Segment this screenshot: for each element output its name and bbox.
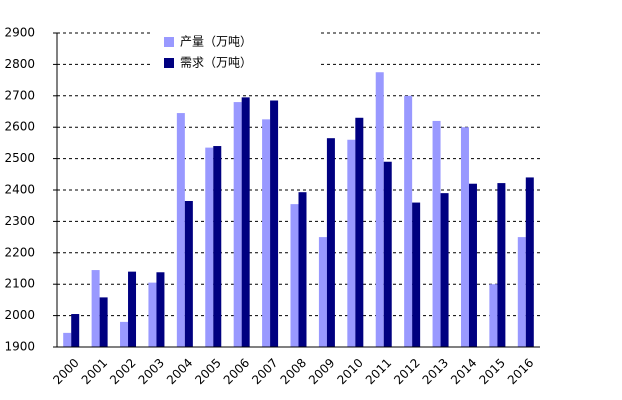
bar	[468, 183, 477, 347]
x-tick-label: 2009	[306, 356, 337, 387]
bar	[128, 271, 137, 347]
bar	[233, 102, 242, 347]
y-tick-label: 2700	[4, 88, 35, 102]
legend-label: 需求（万吨）	[180, 56, 252, 70]
bar	[375, 72, 384, 347]
x-tick-label: 2007	[249, 356, 280, 387]
y-tick-label: 2900	[4, 26, 35, 40]
x-tick-label: 2008	[278, 356, 309, 387]
x-tick-label: 2014	[448, 356, 479, 387]
bar	[148, 282, 157, 347]
x-tick-label: 2004	[164, 356, 195, 387]
x-tick-label: 2000	[50, 356, 81, 387]
x-tick-label: 2011	[363, 356, 394, 387]
y-tick-label: 2500	[4, 151, 35, 165]
bar	[412, 202, 421, 347]
bar	[71, 314, 80, 347]
x-tick-label: 2001	[79, 356, 110, 387]
bar	[156, 272, 165, 347]
bar	[63, 332, 72, 347]
y-tick-label: 2600	[4, 120, 35, 134]
bar	[176, 113, 185, 347]
bar	[184, 200, 193, 347]
bar	[432, 120, 441, 347]
y-tick-label: 2000	[4, 308, 35, 322]
bar	[241, 97, 250, 348]
x-tick-label: 2016	[505, 356, 536, 387]
legend-swatch	[164, 58, 174, 68]
bar	[120, 321, 129, 347]
bar	[213, 146, 222, 347]
y-tick-label: 2800	[4, 57, 35, 71]
bar	[460, 127, 469, 347]
bar	[497, 183, 506, 347]
x-tick-label: 2013	[420, 356, 451, 387]
bar	[383, 161, 392, 347]
bar	[290, 204, 299, 347]
x-tick-label: 2002	[107, 356, 138, 387]
bar	[525, 177, 534, 347]
bar	[355, 117, 364, 347]
y-tick-label: 2200	[4, 245, 35, 259]
bar	[440, 193, 449, 347]
bar	[404, 95, 413, 347]
bar	[99, 297, 108, 347]
legend-swatch	[164, 37, 174, 47]
x-tick-label: 2006	[221, 356, 252, 387]
x-tick-label: 2015	[476, 356, 507, 387]
x-tick-label: 2010	[334, 356, 365, 387]
legend-label: 产量（万吨）	[180, 35, 252, 49]
x-tick-label: 2003	[136, 356, 167, 387]
y-tick-label: 2100	[4, 277, 35, 291]
y-tick-label: 1900	[4, 340, 35, 354]
x-tick-label: 2012	[391, 356, 422, 387]
bar	[517, 237, 526, 347]
bar	[91, 270, 100, 347]
y-tick-label: 2400	[4, 183, 35, 197]
bar	[318, 237, 327, 347]
bar	[489, 284, 498, 347]
x-tick-label: 2005	[192, 356, 223, 387]
bar	[262, 119, 271, 347]
y-tick-label: 2300	[4, 214, 35, 228]
bar	[347, 139, 356, 347]
bar	[270, 100, 279, 347]
bar	[205, 147, 214, 347]
legend-box	[150, 30, 320, 78]
bar	[298, 192, 307, 347]
bar	[326, 138, 335, 347]
